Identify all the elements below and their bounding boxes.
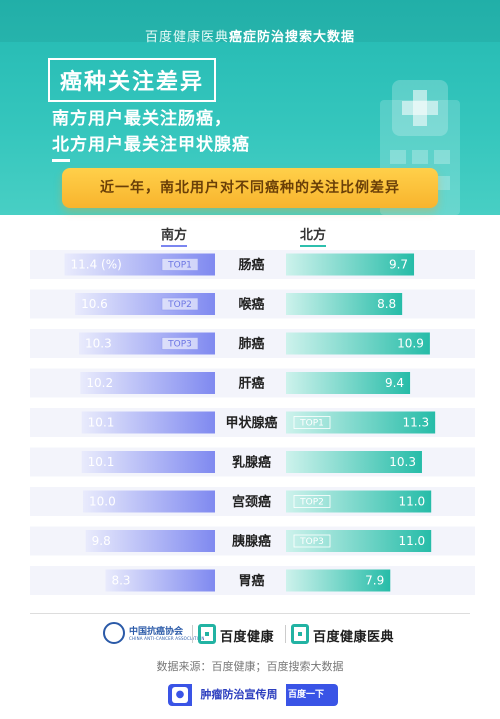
value-label-north: 11.0: [398, 495, 425, 509]
top-tag-south: TOP2: [167, 300, 192, 310]
bar-north: [286, 293, 403, 315]
category-label: 胃癌: [238, 573, 264, 589]
chart-caption-banner: 近一年，南北用户对不同癌种的关注比例差异: [62, 168, 438, 208]
value-label-north: 10.9: [397, 337, 424, 351]
baidu-paw-icon: ●: [172, 687, 188, 703]
value-label-south: 10.1: [88, 416, 115, 430]
baidu-yixia-label: 百度一下: [288, 690, 325, 700]
campaign-badge[interactable]: ● 肿瘤防治宣传周 百度一下: [168, 684, 338, 706]
footer-separator: [192, 625, 193, 643]
value-label-north: 10.3: [389, 455, 416, 469]
top-tag-north: TOP2: [299, 498, 324, 508]
value-label-south: 10.2: [86, 376, 113, 390]
bar-south: [85, 530, 215, 552]
bar-north: [286, 490, 432, 513]
top-tag-south: TOP3: [167, 340, 192, 350]
footer-divider: [30, 613, 470, 614]
top-tag-north-box: [293, 534, 331, 548]
bar-south: [80, 372, 215, 394]
bar-north: [286, 332, 430, 355]
campaign-title: 肿瘤防治宣传周: [192, 684, 286, 706]
footer-separator: [285, 625, 286, 643]
category-label: 胰腺癌: [232, 534, 271, 550]
top-tag-south: TOP1: [167, 261, 192, 271]
header-top-band: [0, 0, 500, 42]
top-tag-north: TOP3: [299, 537, 324, 547]
row-background: [30, 566, 475, 595]
headline-line-2: 北方用户最关注甲状腺癌: [52, 135, 250, 155]
bar-south: [83, 490, 215, 513]
value-label-south: 9.8: [92, 534, 111, 548]
value-label-south: 8.3: [111, 574, 130, 588]
top-tag-north-box: [293, 495, 331, 508]
category-label: 肠癌: [238, 257, 264, 273]
value-label-north: 7.9: [365, 574, 384, 588]
value-label-south: 10.1: [88, 455, 115, 469]
category-label: 甲状腺癌: [225, 415, 277, 431]
bar-south: [105, 569, 215, 592]
brand-baidu-health-dictionary: 百度健康医典: [313, 630, 395, 645]
top-tag-south-box: [161, 258, 199, 271]
bar-north: [286, 451, 422, 473]
top-tag-south-box: [161, 337, 199, 350]
value-label-north: 8.8: [377, 297, 396, 311]
value-label-north: 9.4: [385, 376, 404, 390]
hospital-building-icon: [380, 80, 460, 215]
category-label: 肺癌: [238, 336, 264, 352]
column-header-south: 南方: [161, 224, 188, 247]
association-english-name: CHINA ANTI-CANCER ASSOCIATION: [129, 636, 205, 641]
bar-north: [286, 253, 415, 276]
column-header-north: 北方: [300, 224, 327, 247]
bar-north: [286, 569, 391, 592]
page-title: 癌种关注差异: [48, 58, 217, 102]
subtitle-bold: 癌症防治搜索大数据: [229, 30, 356, 45]
value-label-north: 11.0: [398, 534, 425, 548]
baidu-health-dictionary-icon: [291, 624, 309, 644]
association-name: 中国抗癌协会: [129, 627, 184, 637]
category-label: 宫颈癌: [232, 494, 271, 510]
top-tag-north: TOP1: [299, 419, 324, 429]
value-label-north: 11.3: [402, 416, 429, 430]
category-label: 乳腺癌: [232, 455, 271, 471]
association-emblem-icon: [103, 622, 125, 644]
headline-dash: [52, 159, 70, 162]
baidu-health-icon: [198, 624, 216, 644]
subtitle-prefix: 百度健康医典: [144, 30, 229, 45]
top-tag-south-box: [161, 297, 199, 311]
brand-baidu-health: 百度健康: [220, 630, 275, 645]
category-label: 肝癌: [238, 376, 264, 392]
value-label-north: 9.7: [389, 258, 408, 272]
value-label-south: 10.6: [81, 297, 108, 311]
value-label-south: 10.0: [89, 495, 116, 509]
bar-north: [286, 411, 436, 434]
top-tag-north-box: [293, 416, 331, 429]
bar-south: [81, 451, 216, 473]
category-label: 喉癌: [238, 297, 264, 313]
value-label-south: 11.4 (%): [71, 258, 122, 272]
data-source: 数据来源：百度健康；百度搜索大数据: [156, 660, 344, 673]
value-label-south: 10.3: [85, 337, 112, 351]
header-banner: 百度健康医典癌症防治搜索大数据 癌种关注差异 南方用户最关注肠癌， 北方用户最关…: [0, 0, 500, 215]
headline-line-1: 南方用户最关注肠癌，: [52, 109, 232, 129]
bar-north: [286, 372, 411, 394]
bar-north: [286, 530, 432, 552]
bar-south: [81, 411, 216, 434]
header-subtitle: 百度健康医典癌症防治搜索大数据: [0, 26, 500, 45]
